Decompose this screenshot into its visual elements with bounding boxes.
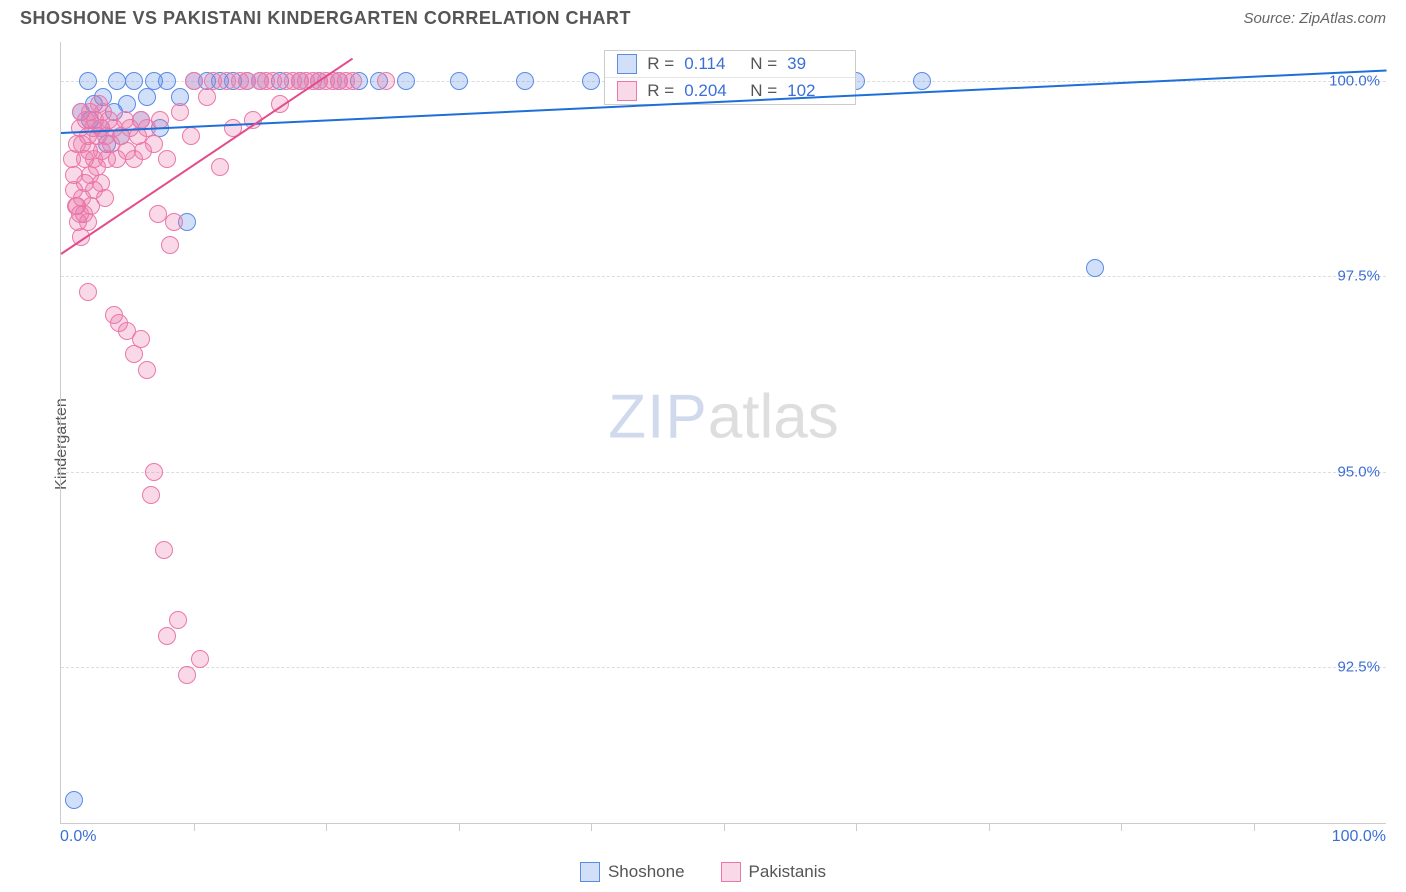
scatter-point (516, 72, 534, 90)
scatter-point (145, 463, 163, 481)
scatter-point (79, 213, 97, 231)
scatter-point (450, 72, 468, 90)
x-axis-labels: 0.0% 100.0% (60, 828, 1386, 850)
scatter-point (125, 345, 143, 363)
scatter-point (138, 361, 156, 379)
plot-area: ZIPatlas 100.0% 97.5% 95.0% 92.5% R = 0.114 N … (60, 42, 1386, 824)
n-label: N = (750, 54, 777, 74)
scatter-point (138, 88, 156, 106)
x-axis-min: 0.0% (60, 828, 96, 846)
legend-label: Shoshone (608, 862, 685, 882)
watermark-bold: ZIP (608, 382, 707, 451)
scatter-point (79, 72, 97, 90)
scatter-point (191, 650, 209, 668)
scatter-point (185, 72, 203, 90)
scatter-point (96, 189, 114, 207)
legend-swatch (721, 862, 741, 882)
series-legend: Shoshone Pakistanis (0, 862, 1406, 882)
scatter-point (142, 486, 160, 504)
scatter-point (161, 236, 179, 254)
scatter-point (158, 627, 176, 645)
scatter-point (377, 72, 395, 90)
plot-wrap: Kindergarten ZIPatlas 100.0%97.5%95.0%92… (20, 42, 1386, 846)
r-label: R = (647, 54, 674, 74)
scatter-point (913, 72, 931, 90)
scatter-point (145, 135, 163, 153)
watermark-light: atlas (708, 382, 839, 451)
scatter-point (79, 283, 97, 301)
legend-swatch (580, 862, 600, 882)
chart-header: SHOSHONE VS PAKISTANI KINDERGARTEN CORRE… (0, 0, 1406, 33)
scatter-point (158, 150, 176, 168)
y-tick-label: 100.0% (1329, 73, 1380, 90)
scatter-point (182, 127, 200, 145)
scatter-point (65, 791, 83, 809)
scatter-point (132, 330, 150, 348)
y-tick-label: 97.5% (1337, 268, 1380, 285)
scatter-point (582, 72, 600, 90)
scatter-point (158, 72, 176, 90)
scatter-point (397, 72, 415, 90)
y-tick-label: 95.0% (1337, 463, 1380, 480)
y-tick-label: 92.5% (1337, 658, 1380, 675)
r-value: 0.204 (684, 81, 740, 101)
gridline-h (61, 667, 1386, 668)
chart-title: SHOSHONE VS PAKISTANI KINDERGARTEN CORRE… (20, 8, 631, 29)
legend-swatch (617, 81, 637, 101)
scatter-point (1086, 259, 1104, 277)
r-value: 0.114 (684, 54, 740, 74)
scatter-point (155, 541, 173, 559)
legend-swatch (617, 54, 637, 74)
legend-item: Pakistanis (721, 862, 826, 882)
chart-source: Source: ZipAtlas.com (1243, 10, 1386, 27)
gridline-h (61, 472, 1386, 473)
scatter-point (169, 611, 187, 629)
watermark: ZIPatlas (608, 381, 838, 452)
scatter-point (211, 158, 229, 176)
scatter-point (178, 666, 196, 684)
scatter-point (198, 88, 216, 106)
scatter-point (108, 72, 126, 90)
legend-label: Pakistanis (749, 862, 826, 882)
legend-item: Shoshone (580, 862, 685, 882)
r-label: R = (647, 81, 674, 101)
correlation-row: R = 0.114 N = 39 (605, 51, 855, 77)
scatter-point (344, 72, 362, 90)
scatter-point (125, 72, 143, 90)
n-value: 39 (787, 54, 843, 74)
scatter-point (165, 213, 183, 231)
gridline-h (61, 276, 1386, 277)
x-axis-max: 100.0% (1332, 828, 1386, 846)
scatter-point (171, 103, 189, 121)
